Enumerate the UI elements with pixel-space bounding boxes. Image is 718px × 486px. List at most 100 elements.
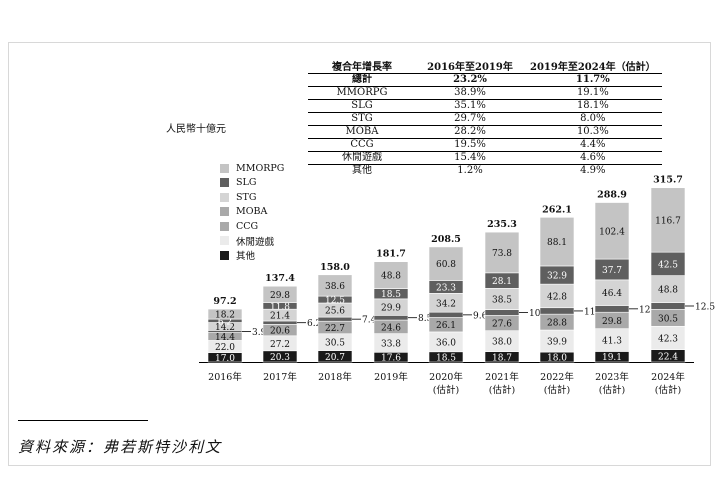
data-label: 17.6 [381,354,401,364]
cagr-row-value: 8.0% [524,112,662,126]
data-label: 30.5 [658,314,678,324]
data-label: 28.8 [547,319,567,329]
x-tick-label: 2018年 [318,371,352,383]
data-label: 32.9 [547,272,567,282]
bar-segment-STG [650,275,686,303]
legend-item: MMORPG [220,161,284,176]
bar-total-label: 262.1 [542,204,572,215]
cagr-row-value: 18.1% [524,99,662,113]
cagr-row-label: 總計 [352,74,372,85]
figure-frame [8,42,711,466]
legend-item: 其他 [220,248,284,263]
data-label: 102.4 [599,227,625,237]
bar-total-label: 181.7 [376,249,406,260]
cagr-row: SLG 35.1% 18.1% [308,99,662,113]
data-label: 18.0 [547,354,567,364]
cagr-row: MOBA 28.2% 10.3% [308,125,662,139]
data-label: 23.3 [436,283,456,293]
bar-total-label: 288.9 [597,190,627,201]
legend-swatch [220,163,229,173]
cagr-row-value: 28.2% [416,125,524,139]
bar-segment-MOBA [539,307,575,315]
callout-label: 6.2 [307,319,321,329]
data-label: 88.1 [547,238,567,248]
data-label: 29.9 [381,304,401,314]
cagr-table: 複合年增長率 2016年至2019年 2019年至2024年（估計） 總計 23.… [308,58,662,177]
legend-label: MMORPG [236,162,285,174]
data-label: 25.6 [325,307,345,317]
bar-total-label: 315.7 [653,175,683,186]
callout-label: 11.6 [584,307,604,317]
cagr-table-body: 總計 23.2% 11.7% MMORPG 38.9% 19.1% SLG 35.1% 18.1… [308,74,662,177]
cagr-row-label: 其他 [308,164,416,177]
bar-segment-MMORPG [317,274,353,297]
legend: MMORPG SLG STG MOBA CCG 休閒遊戲 其他 [220,161,284,263]
cagr-row-label: MOBA [308,125,416,139]
x-tick-label: 2023年 [595,371,629,383]
data-label: 36.0 [436,338,456,348]
cagr-header-label: 複合年增長率 [308,58,416,74]
cagr-row-value: 23.2% [453,74,487,85]
cagr-row-label: MMORPG [308,86,416,100]
cagr-row-label: STG [308,112,416,126]
data-label: 22.7 [325,324,345,334]
data-label: 18.5 [381,290,401,300]
source-note: 資料來源：弗若斯特沙利文 [18,438,223,456]
x-tick-label: 2020年 [429,371,463,383]
legend-item: MOBA [220,205,284,220]
x-tick-label: (估計) [489,384,515,396]
data-label: 73.8 [492,249,512,259]
data-label: 48.8 [658,286,678,296]
bar-segment-MMORPG [262,285,298,303]
data-label: 14.2 [215,323,235,333]
bar-segment-MMORPG [373,261,409,289]
bar-segment-MMORPG [594,202,630,260]
data-label: 18.2 [215,311,235,321]
data-label: 20.3 [270,353,290,363]
data-label: 22.0 [215,343,235,353]
cagr-row-value: 4.4% [524,138,662,152]
cagr-row-value: 4.6% [524,151,662,165]
callout-label: 7.4 [362,316,377,326]
data-label: 6.2 [218,317,232,327]
data-label: 11.8 [270,302,290,312]
callout-label: 12.2 [639,305,659,315]
legend-item: STG [220,190,284,205]
cagr-row: MMORPG 38.9% 19.1% [308,86,662,100]
data-label: 20.7 [325,353,345,363]
legend-swatch [220,221,229,231]
bar-total-label: 158.0 [320,262,350,273]
data-label: 41.3 [602,337,622,347]
legend-swatch [220,236,229,246]
bar-segment-MOBA [373,315,409,321]
cagr-row-label: CCG [308,138,416,152]
data-label: 37.7 [602,266,622,276]
cagr-row: 總計 23.2% 11.7% [308,74,662,87]
data-label: 39.9 [547,338,567,348]
cagr-row-value: 29.7% [416,112,524,126]
x-tick-label: 2024年 [651,371,685,383]
cagr-header-2019-2024: 2019年至2024年（估計） [524,58,662,74]
legend-swatch [220,192,229,202]
bar-segment-MOBA [484,309,520,316]
legend-swatch [220,178,229,188]
legend-item: 休閒遊戲 [220,234,284,249]
cagr-row-value: 11.7% [575,74,610,85]
unit-label: 人民幣十億元 [166,124,226,135]
cagr-row: 其他 1.2% 4.9% [308,164,662,177]
cagr-row-value: 10.3% [524,125,662,139]
cagr-row-value: 4.9% [524,164,662,177]
bar-segment-MMORPG [207,308,243,320]
legend-label: 其他 [236,251,256,263]
bar-total-label: 208.5 [431,234,461,245]
data-label: 46.4 [602,289,622,299]
cagr-row-value: 1.2% [416,164,524,177]
data-label: 14.4 [215,333,235,343]
data-label: 20.6 [270,327,290,337]
x-tick-label: 2019年 [374,371,408,383]
data-label: 21.4 [270,312,290,322]
callout-label: 8.5 [418,314,433,324]
data-label: 26.1 [436,321,456,331]
legend-swatch [220,250,229,260]
